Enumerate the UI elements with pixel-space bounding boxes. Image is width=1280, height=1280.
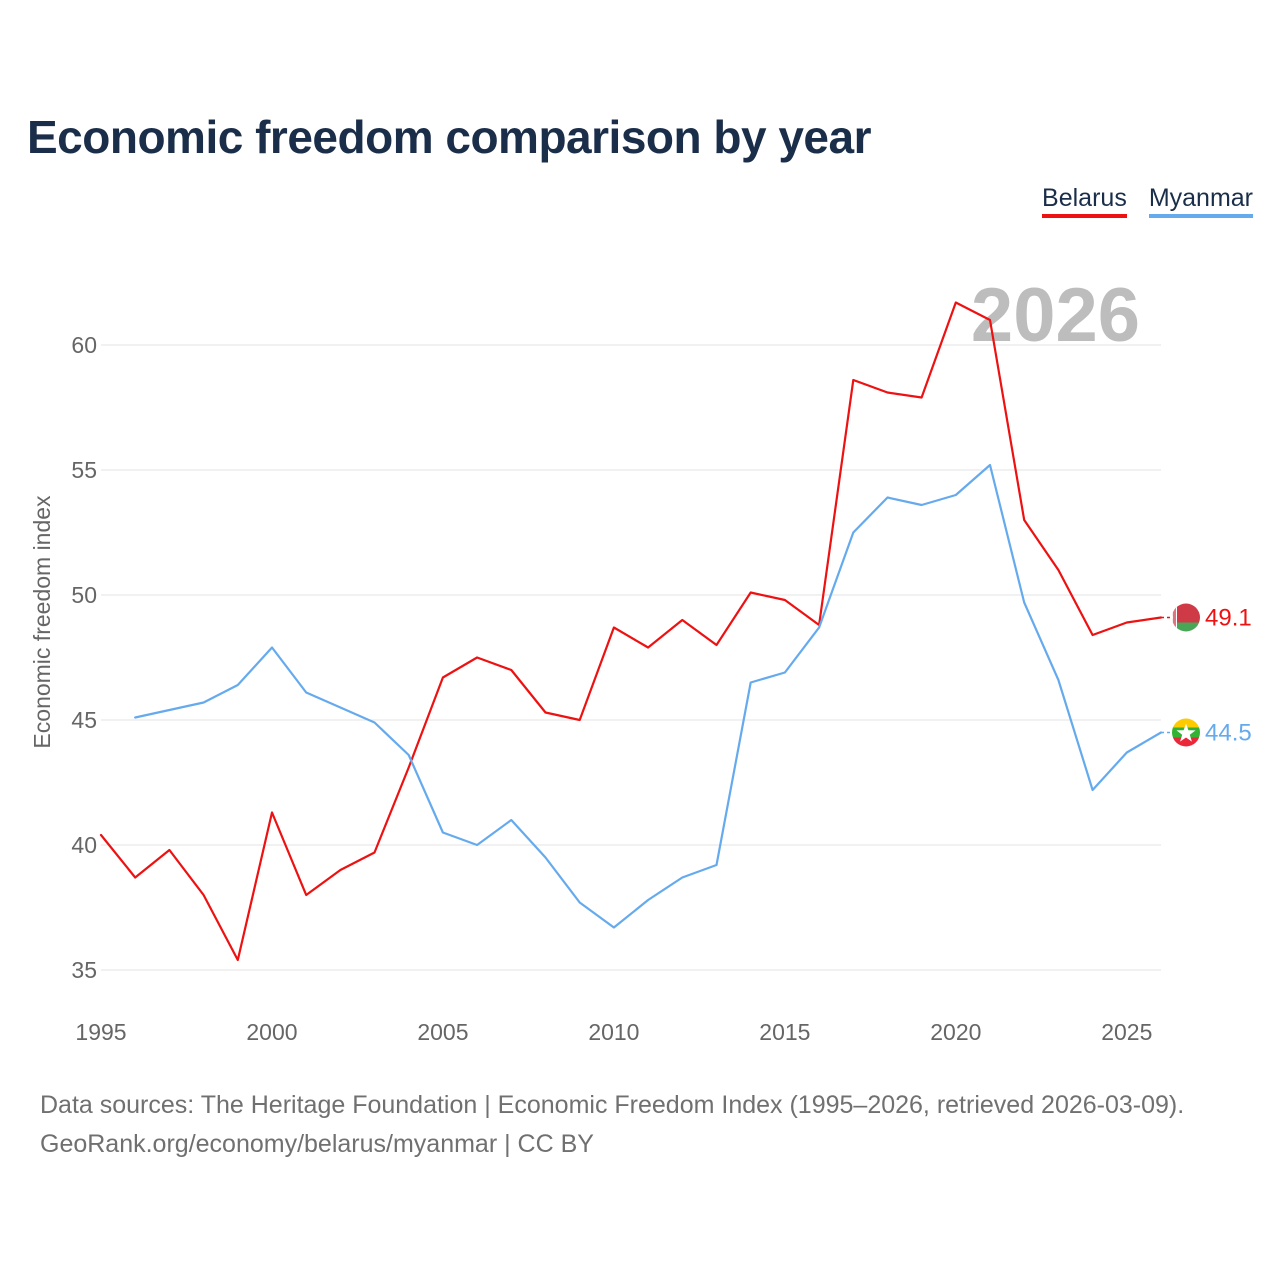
belarus-flag-icon xyxy=(1172,603,1200,632)
data-point-belarus-2003 xyxy=(373,851,377,855)
end-value-label-belarus: 49.1 xyxy=(1205,605,1252,632)
x-tick-label-1995: 1995 xyxy=(75,1019,126,1045)
data-point-myanmar-2020 xyxy=(954,493,958,497)
y-tick-label-40: 40 xyxy=(71,832,97,858)
series-line-myanmar[interactable] xyxy=(134,463,1163,929)
data-point-belarus-2009 xyxy=(578,718,582,722)
data-point-belarus-2001 xyxy=(304,893,308,897)
y-tick-label-45: 45 xyxy=(71,707,97,733)
data-point-myanmar-2011 xyxy=(646,898,650,902)
x-tick-label-2015: 2015 xyxy=(759,1019,810,1045)
year-watermark: 2026 xyxy=(971,273,1140,358)
data-point-myanmar-2023 xyxy=(1056,678,1060,682)
data-point-myanmar-1997 xyxy=(167,708,171,712)
data-point-belarus-2000 xyxy=(270,811,274,815)
data-point-belarus-1995 xyxy=(99,833,103,837)
chart-title: Economic freedom comparison by year xyxy=(27,111,872,163)
y-tick-label-60: 60 xyxy=(71,332,97,358)
data-point-belarus-2008 xyxy=(544,711,548,715)
y-tick-label-50: 50 xyxy=(71,582,97,608)
data-point-myanmar-2005 xyxy=(441,831,445,835)
data-point-belarus-1999 xyxy=(236,958,240,962)
data-point-belarus-2006 xyxy=(475,656,479,660)
data-point-myanmar-2013 xyxy=(714,863,718,867)
data-point-myanmar-2024 xyxy=(1091,788,1095,792)
data-point-belarus-2010 xyxy=(612,626,616,630)
data-point-myanmar-2022 xyxy=(1022,601,1026,605)
data-point-myanmar-2008 xyxy=(544,856,548,860)
data-point-belarus-2020 xyxy=(954,301,958,305)
data-point-belarus-2018 xyxy=(885,391,889,395)
data-point-myanmar-2017 xyxy=(851,531,855,535)
y-tick-label-35: 35 xyxy=(71,957,97,983)
data-point-belarus-2014 xyxy=(749,591,753,595)
data-point-belarus-2017 xyxy=(851,378,855,382)
data-point-myanmar-2019 xyxy=(920,503,924,507)
data-point-belarus-2023 xyxy=(1056,568,1060,572)
line-chart: 2026 49.1 44.5 35 40 45 50 55 60 1995 2000 2005 20… xyxy=(29,273,1252,1045)
source-line-2[interactable]: GeoRank.org/economy/belarus/myanmar | CC… xyxy=(40,1130,594,1158)
data-point-myanmar-2000 xyxy=(270,646,274,650)
data-point-myanmar-2018 xyxy=(885,496,889,500)
data-point-myanmar-2007 xyxy=(509,818,513,822)
data-point-myanmar-2025 xyxy=(1125,751,1129,755)
data-point-myanmar-2001 xyxy=(304,691,308,695)
x-tick-label-2010: 2010 xyxy=(588,1019,639,1045)
y-axis-title: Economic freedom index xyxy=(29,495,55,749)
data-point-myanmar-2015 xyxy=(783,671,787,675)
data-point-belarus-2002 xyxy=(338,868,342,872)
data-point-belarus-2013 xyxy=(714,643,718,647)
data-point-belarus-2025 xyxy=(1125,621,1129,625)
data-point-belarus-1996 xyxy=(133,876,137,880)
x-tick-label-2000: 2000 xyxy=(246,1019,297,1045)
data-point-myanmar-1999 xyxy=(236,683,240,687)
series-line-belarus[interactable] xyxy=(99,301,1163,962)
data-point-belarus-2022 xyxy=(1022,518,1026,522)
data-point-myanmar-1996 xyxy=(133,716,137,720)
myanmar-flag-icon xyxy=(1172,718,1200,747)
data-point-belarus-2007 xyxy=(509,668,513,672)
end-value-label-myanmar: 44.5 xyxy=(1205,720,1252,747)
data-point-belarus-2021 xyxy=(988,318,992,322)
data-point-myanmar-1998 xyxy=(202,701,206,705)
x-tick-label-2025: 2025 xyxy=(1101,1019,1152,1045)
data-point-belarus-2019 xyxy=(920,396,924,400)
data-point-belarus-1998 xyxy=(202,893,206,897)
data-point-myanmar-2021 xyxy=(988,463,992,467)
legend: Belarus Myanmar xyxy=(1042,184,1253,218)
data-point-myanmar-2014 xyxy=(749,681,753,685)
data-point-myanmar-2009 xyxy=(578,901,582,905)
data-point-myanmar-2006 xyxy=(475,843,479,847)
data-point-myanmar-2002 xyxy=(338,706,342,710)
data-point-myanmar-2004 xyxy=(407,753,411,757)
y-tick-label-55: 55 xyxy=(71,457,97,483)
legend-item-belarus[interactable]: Belarus xyxy=(1042,184,1127,218)
data-point-myanmar-2010 xyxy=(612,926,616,930)
data-point-belarus-2004 xyxy=(407,766,411,770)
data-point-belarus-2011 xyxy=(646,646,650,650)
source-line-1: Data sources: The Heritage Foundation | … xyxy=(40,1091,1185,1119)
data-point-belarus-2024 xyxy=(1091,633,1095,637)
data-point-belarus-2005 xyxy=(441,676,445,680)
data-point-myanmar-2003 xyxy=(373,721,377,725)
data-point-belarus-1997 xyxy=(167,848,171,852)
data-point-belarus-2015 xyxy=(783,598,787,602)
x-tick-label-2005: 2005 xyxy=(417,1019,468,1045)
legend-item-myanmar[interactable]: Myanmar xyxy=(1148,184,1253,218)
data-point-myanmar-2012 xyxy=(680,876,684,880)
x-tick-label-2020: 2020 xyxy=(930,1019,981,1045)
data-point-belarus-2012 xyxy=(680,618,684,622)
source-note: Data sources: The Heritage Foundation | … xyxy=(40,1086,1184,1164)
data-point-myanmar-2016 xyxy=(817,626,821,630)
